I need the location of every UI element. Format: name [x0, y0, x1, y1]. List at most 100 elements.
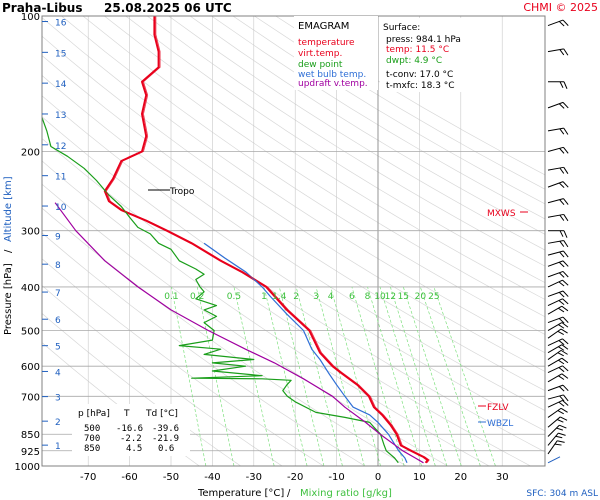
mixing-ratio-label: 12	[385, 292, 396, 302]
legend-box	[294, 16, 378, 90]
dry-adiabat	[42, 35, 545, 372]
surface-temp: temp: 11.5 °C	[386, 45, 449, 55]
y-axis-title-2: Altitude [km]	[3, 176, 14, 242]
credit-label: CHMI © 2025	[523, 1, 598, 14]
mixing-ratio-line	[367, 286, 422, 466]
wind-barb	[547, 48, 569, 56]
altitude-tick-label: 10	[55, 203, 67, 213]
mixing-ratio-label: 6	[349, 292, 355, 302]
wind-barb	[547, 357, 569, 367]
series-line-virt-temp	[105, 16, 430, 464]
wind-barb	[547, 328, 568, 339]
wind-barb	[547, 399, 569, 408]
mixing-ratio-line	[402, 286, 462, 466]
pressure-tick-label: 500	[21, 327, 40, 338]
wind-barb	[547, 349, 568, 360]
mixing-ratio-line	[379, 286, 436, 466]
table-cell: 500	[84, 424, 100, 434]
surface-tmxfc: t-mxfc: 18.3 °C	[386, 81, 455, 91]
dry-adiabat	[42, 55, 545, 392]
wind-barb	[547, 166, 569, 174]
mixing-ratio-line	[433, 286, 496, 466]
legend-updraft: updraft v.temp.	[298, 79, 368, 89]
altitude-tick-label: 9	[55, 233, 61, 243]
fzlv-label: FZLV	[487, 403, 509, 413]
wind-barb	[547, 19, 569, 27]
wind-barb	[548, 81, 568, 89]
wind-barbs	[547, 19, 569, 464]
mxws-label: MXWS	[487, 209, 516, 219]
x-tick-label: 0	[375, 472, 381, 483]
x-tick-label: -40	[204, 472, 220, 483]
dry-adiabat	[42, 74, 545, 411]
wind-barb	[547, 279, 569, 288]
table-header-t: T	[123, 409, 130, 419]
table-cell: -39.6	[152, 424, 179, 434]
x-tick-label: -30	[246, 472, 262, 483]
legend-wet-bulb: wet bulb temp.	[298, 70, 366, 80]
wind-barb	[547, 407, 568, 418]
table-cell: 850	[84, 444, 100, 454]
surface-title: Surface:	[383, 23, 420, 33]
mixing-ratio-label: 10	[374, 292, 386, 302]
surface-box	[380, 18, 476, 92]
dry-adiabat	[104, 16, 545, 300]
wind-barb	[547, 270, 569, 278]
altitude-tick-label: 12	[55, 142, 66, 152]
y-axis-title: Pressure [hPa]	[3, 263, 14, 335]
wind-barb	[547, 305, 569, 315]
wind-barb	[547, 338, 569, 347]
series-line-temperature	[103, 16, 429, 464]
mixing-ratio-lines	[171, 286, 496, 466]
altitude-tick-label: 15	[55, 49, 66, 59]
table-header-td: Td [°C]	[145, 409, 178, 419]
wind-barb	[547, 440, 565, 455]
tropo-label: Tropo	[169, 187, 195, 197]
wind-barb	[547, 127, 569, 135]
table-cell: 0.6	[158, 444, 174, 454]
wind-barb	[547, 250, 569, 258]
altitude-tick-label: 5	[55, 343, 61, 353]
mixing-ratio-line	[263, 286, 308, 466]
mixing-ratio-line	[315, 286, 365, 466]
wind-barb	[547, 424, 567, 437]
x-tick-label: -20	[287, 472, 303, 483]
mixing-ratio-line	[330, 286, 381, 466]
pressure-tick-label: 925	[21, 447, 40, 458]
wind-barb	[547, 146, 569, 154]
mixing-ratio-label: 4	[328, 292, 334, 302]
dry-adiabat	[125, 16, 545, 283]
pressure-tick-label: 400	[21, 283, 40, 294]
mixing-ratio-label: 2	[293, 292, 299, 302]
pressure-tick-label: 200	[21, 147, 40, 158]
table-cell: -16.6	[116, 424, 143, 434]
dry-adiabat	[146, 16, 545, 267]
dry-adiabat	[42, 17, 545, 354]
surface-wind	[547, 456, 561, 464]
altitude-tick-label: 1	[55, 442, 61, 452]
x-tick-label: 10	[413, 472, 426, 483]
mixing-ratio-line	[390, 286, 448, 466]
mixing-ratio-label: 0.2	[190, 292, 204, 302]
wind-barb	[547, 365, 569, 374]
pressure-tick-label: 600	[21, 362, 40, 373]
table-cell: 4.5	[126, 444, 142, 454]
mixing-ratio-label: 3	[313, 292, 319, 302]
wind-barb	[547, 290, 569, 298]
pressure-tick-label: 700	[21, 392, 40, 403]
pressure-tick-label: 300	[21, 227, 40, 238]
table-cell: -21.9	[152, 434, 179, 444]
x-axis-sep: /	[287, 488, 291, 499]
mixing-ratio-line	[295, 286, 343, 466]
wind-barb	[547, 198, 569, 205]
mixing-ratio-label: 8	[365, 292, 371, 302]
x-tick-label: -50	[163, 472, 179, 483]
x-axis-title-2: Mixing ratio [g/kg]	[300, 488, 392, 499]
altitude-tick-label: 8	[55, 261, 61, 271]
station-title: Praha-Libus	[2, 1, 82, 15]
levels-table	[72, 404, 190, 456]
table-header-p: p [hPa]	[78, 409, 110, 419]
series-line-wet-bulb-temp	[203, 242, 408, 464]
